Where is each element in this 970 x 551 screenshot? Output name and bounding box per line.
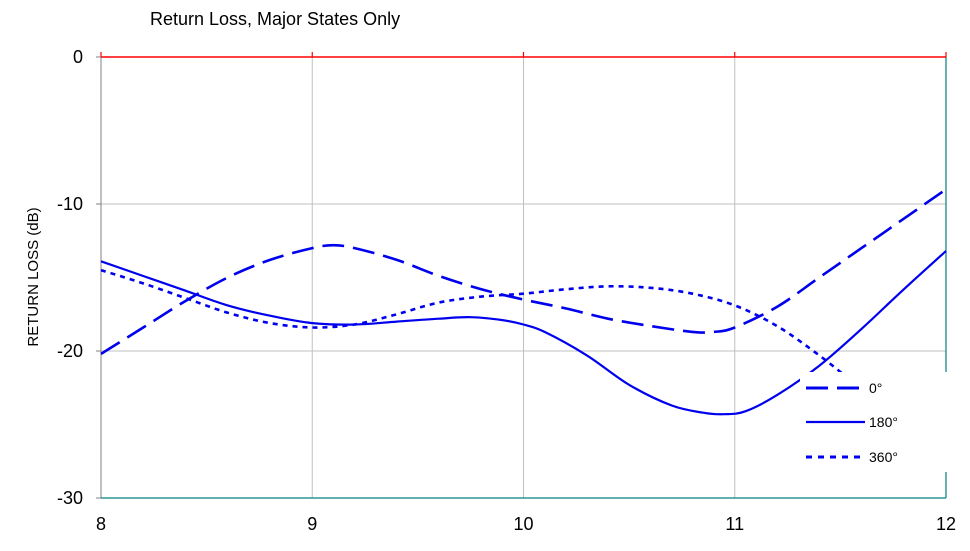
y-tick-labels: 0 -10 -20 -30 bbox=[57, 47, 83, 508]
legend-label-1: 180° bbox=[869, 414, 898, 430]
x-tick-labels: 8 9 10 11 12 bbox=[96, 514, 956, 534]
x-tick-label: 12 bbox=[936, 514, 956, 534]
x-tick-label: 9 bbox=[307, 514, 317, 534]
plot-frame bbox=[96, 52, 947, 499]
chart-title: Return Loss, Major States Only bbox=[150, 9, 400, 29]
series-line-2 bbox=[100, 268, 947, 463]
series-line-0 bbox=[100, 188, 947, 356]
x-tick-label: 10 bbox=[513, 514, 533, 534]
x-tick-label: 11 bbox=[725, 514, 744, 534]
legend-label-0: 0° bbox=[869, 380, 882, 396]
x-tick-label: 8 bbox=[96, 514, 106, 534]
y-tick-label: 0 bbox=[73, 47, 83, 67]
y-tick-label: -10 bbox=[57, 194, 83, 214]
series-line-1 bbox=[100, 250, 947, 416]
y-axis-label: RETURN LOSS (dB) bbox=[25, 207, 42, 346]
legend: 0° 180° 360° bbox=[800, 372, 952, 472]
y-tick-label: -30 bbox=[57, 488, 83, 508]
grid-lines bbox=[101, 57, 946, 498]
series-lines bbox=[100, 188, 947, 463]
legend-label-2: 360° bbox=[869, 449, 898, 465]
y-tick-label: -20 bbox=[57, 341, 83, 361]
